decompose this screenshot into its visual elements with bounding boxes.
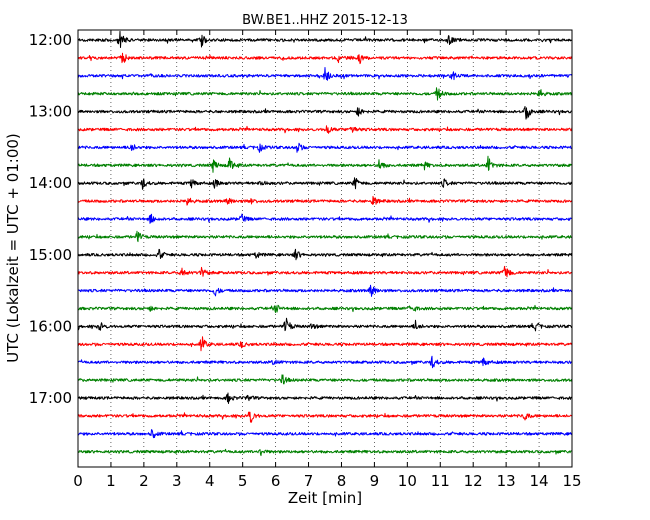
x-tick-label: 4 bbox=[205, 472, 215, 490]
trace-line bbox=[77, 374, 573, 385]
trace-line bbox=[77, 142, 573, 153]
y-axis-ticks: 12:00 13:00 14:00 15:00 16:00 17:00 bbox=[29, 31, 83, 407]
traces bbox=[77, 30, 573, 457]
y-tick-label: 14:00 bbox=[29, 174, 72, 192]
y-tick-label: 16:00 bbox=[29, 317, 72, 335]
vertical-gridlines bbox=[110, 30, 540, 467]
trace-line bbox=[77, 317, 573, 332]
trace-line bbox=[77, 304, 573, 313]
y-tick-label: 15:00 bbox=[29, 246, 72, 264]
trace-line bbox=[77, 106, 573, 120]
trace-line bbox=[77, 336, 573, 352]
trace-line bbox=[77, 248, 573, 261]
x-tick-label: 8 bbox=[337, 472, 347, 490]
trace-line bbox=[77, 195, 573, 206]
x-tick-label: 13 bbox=[497, 472, 516, 490]
y-tick-label: 12:00 bbox=[29, 31, 72, 49]
x-tick-label: 15 bbox=[562, 472, 581, 490]
y-tick-label: 17:00 bbox=[29, 389, 72, 407]
x-tick-label: 9 bbox=[370, 472, 380, 490]
trace-line bbox=[77, 177, 573, 190]
trace-line bbox=[77, 155, 573, 173]
trace-line bbox=[77, 125, 573, 134]
trace-line bbox=[77, 67, 573, 81]
trace-line bbox=[77, 429, 573, 439]
x-tick-label: 5 bbox=[238, 472, 248, 490]
trace-line bbox=[77, 265, 573, 278]
x-tick-label: 11 bbox=[431, 472, 450, 490]
trace-line bbox=[77, 30, 573, 48]
y-axis-label: UTC (Lokalzeit = UTC + 01:00) bbox=[4, 133, 22, 363]
trace-line bbox=[77, 230, 573, 243]
x-tick-label: 6 bbox=[271, 472, 281, 490]
trace-line bbox=[77, 284, 573, 297]
x-tick-label: 1 bbox=[106, 472, 116, 490]
x-axis-label: Zeit [min] bbox=[288, 489, 362, 507]
trace-line bbox=[77, 213, 573, 224]
trace-line bbox=[77, 411, 573, 423]
x-tick-label: 7 bbox=[304, 472, 314, 490]
x-tick-label: 10 bbox=[398, 472, 417, 490]
x-tick-label: 3 bbox=[172, 472, 182, 490]
trace-line bbox=[77, 87, 573, 101]
chart-title: BW.BE1..HHZ 2015-12-13 bbox=[242, 13, 408, 28]
trace-line bbox=[77, 392, 573, 404]
y-tick-label: 13:00 bbox=[29, 103, 72, 121]
trace-line bbox=[77, 52, 573, 65]
x-tick-label: 14 bbox=[530, 472, 549, 490]
x-tick-label: 12 bbox=[464, 472, 483, 490]
x-axis-ticks: 0 1 2 3 4 5 6 7 8 9 10 11 12 13 14 15 bbox=[73, 30, 582, 490]
trace-line bbox=[77, 355, 573, 369]
x-tick-label: 0 bbox=[73, 472, 83, 490]
trace-line bbox=[77, 448, 573, 457]
plot-frame bbox=[77, 29, 573, 468]
x-tick-label: 2 bbox=[139, 472, 149, 490]
